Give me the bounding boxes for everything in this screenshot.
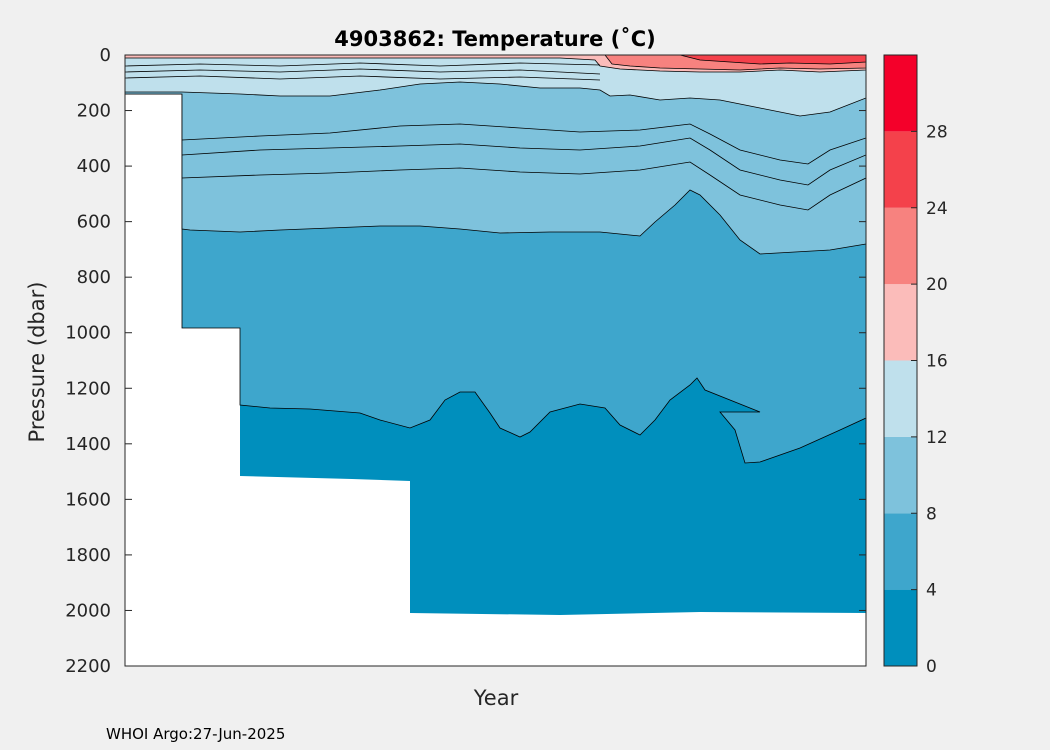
footer-credit: WHOI Argo:27-Jun-2025 [106, 725, 286, 743]
plot-frame [124, 54, 867, 667]
isotherm-line [125, 62, 601, 67]
y-tick-label: 0 [100, 45, 111, 66]
colorbar-segment [884, 513, 917, 590]
y-tick-label: 1200 [65, 378, 111, 399]
colorbar-tick-label: 16 [926, 352, 948, 372]
y-tick-label: 1600 [65, 489, 111, 510]
y-tick-label: 1400 [65, 434, 111, 455]
colorbar-segment [884, 589, 917, 666]
colorbar-segment [884, 131, 917, 208]
y-tick-label: 1800 [65, 545, 111, 566]
colorbar-tick-label: 20 [926, 275, 948, 295]
colorbar-segment [884, 360, 917, 437]
colorbar-segment [884, 436, 917, 514]
colorbar-axis: 0 4 8 12 16 20 24 28 [911, 122, 948, 677]
colorbar-frame [883, 54, 918, 667]
colorbar-tick-label: 8 [926, 504, 937, 524]
y-tick-label: 2000 [65, 600, 111, 621]
isotherm-line [181, 123, 866, 165]
layer-24-28 [679, 55, 866, 65]
isotherm-line [181, 161, 866, 211]
colorbar-tick-label: 28 [926, 122, 948, 142]
colorbar [884, 55, 917, 666]
colorbar-tick-label: 12 [926, 428, 948, 448]
x-axis-label: Year [473, 686, 519, 710]
colorbar-segment [884, 284, 917, 361]
y-tick-label: 600 [77, 212, 111, 233]
colorbar-tick-label: 0 [926, 657, 937, 677]
colorbar-segment [884, 55, 917, 132]
plot-area [125, 55, 866, 666]
y-tick-label: 2200 [65, 656, 111, 677]
layer-8-12 [125, 55, 866, 255]
y-tick-label: 800 [77, 267, 111, 288]
y-axis: 0 200 400 600 800 1000 1200 1400 1600 1800 2000 220… [65, 45, 866, 677]
y-tick-label: 200 [77, 101, 111, 122]
isotherm-line [125, 68, 601, 75]
y-tick-label: 400 [77, 156, 111, 177]
isotherm-line [125, 75, 601, 81]
colorbar-tick-label: 4 [926, 581, 937, 601]
y-axis-label: Pressure (dbar) [25, 282, 49, 443]
colorbar-tick-label: 24 [926, 199, 948, 219]
y-tick-label: 1000 [65, 323, 111, 344]
isotherm-line [181, 137, 866, 186]
chart-title: 4903862: Temperature (˚C) [334, 27, 655, 51]
colorbar-segment [884, 207, 917, 285]
